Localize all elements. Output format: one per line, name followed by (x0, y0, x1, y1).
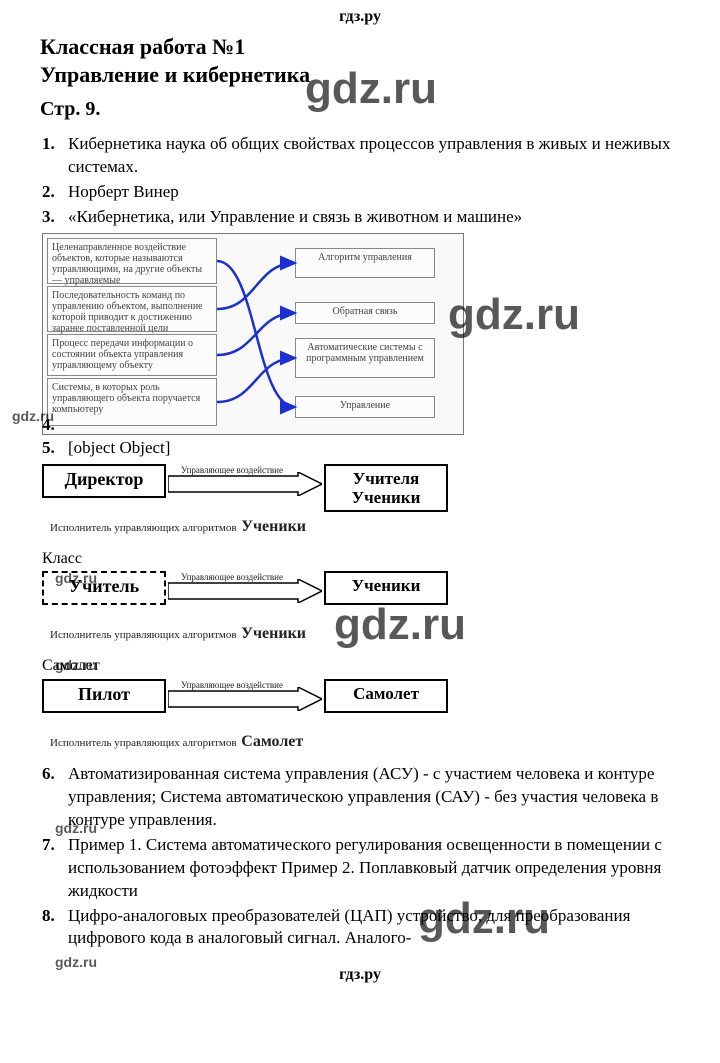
page: гдз.ру Классная работа №1 Управление и к… (0, 0, 720, 1014)
site-footer: гдз.ру (40, 966, 680, 984)
answer-num: 8. (42, 905, 55, 928)
answer-num: 1. (42, 133, 55, 156)
q5-right-box: Самолет (324, 679, 448, 713)
answer-text: Кибернетика наука об общих свойствах про… (68, 134, 670, 176)
q5-heading: Самолет (42, 655, 680, 677)
page-ref: Стр. 9. (40, 98, 680, 121)
q5-arrow-label: Управляющее воздействие (172, 681, 292, 690)
answer-4: Целенаправленное воздействие объектов, к… (68, 233, 680, 435)
site-header: гдз.ру (40, 8, 680, 26)
q5-left-box: Учитель (42, 571, 166, 605)
answer-5: 5. [object Object] Директор Управляющее … (68, 437, 680, 757)
answer-6: 6. Автоматизированная система управления… (68, 763, 680, 832)
q4-left-box: Целенаправленное воздействие объектов, к… (47, 238, 217, 284)
answers-list: 1. Кибернетика наука об общих свойствах … (40, 133, 680, 950)
answer-text: Цифро-аналоговых преобразователей (ЦАП) … (68, 906, 630, 948)
q4-left-box: Последовательность команд по управлению … (47, 286, 217, 332)
q5-heading: Класс (42, 548, 680, 570)
q5-diagram-school: Директор Управляющее воздействие Учителя… (42, 464, 680, 542)
q4-right-box: Автоматические системы с программным упр… (295, 338, 435, 378)
answer-text: Автоматизированная система управления (А… (68, 764, 658, 829)
answer-text: Пример 1. Система автоматического регули… (68, 835, 662, 900)
q5-caption: Исполнитель управляющих алгоритмов Самол… (50, 731, 303, 753)
answer-2: 2. Норберт Винер (68, 181, 680, 204)
answer-num: 3. (42, 206, 55, 229)
q5-diagram-class: Класс Учитель Управляющее воздействие Уч… (42, 548, 680, 650)
answer-text: Норберт Винер (68, 182, 179, 201)
answer-num: 7. (42, 834, 55, 857)
answer-num: 2. (42, 181, 55, 204)
work-subtitle: Управление и кибернетика (40, 62, 680, 88)
answer-8: 8. Цифро-аналоговых преобразователей (ЦА… (68, 905, 680, 951)
q5-caption: Исполнитель управляющих алгоритмов Учени… (50, 516, 306, 538)
answer-3: 3. «Кибернетика, или Управление и связь … (68, 206, 680, 229)
q4-right-box: Управление (295, 396, 435, 418)
q4-left-box: Процесс передачи информации о состоянии … (47, 334, 217, 376)
q5-arrow-label: Управляющее воздействие (172, 573, 292, 582)
q5-diagram-plane: Самолет Пилот Управляющее воздействие Са… (42, 655, 680, 757)
arrow-icon (168, 472, 322, 496)
answer-1: 1. Кибернетика наука об общих свойствах … (68, 133, 680, 179)
q4-right-box: Обратная связь (295, 302, 435, 324)
q5-right-box: Ученики (324, 571, 448, 605)
arrow-icon (168, 579, 322, 603)
q5-left-box: Пилот (42, 679, 166, 713)
arrow-icon (168, 687, 322, 711)
q4-left-box: Системы, в которых роль управляющего объ… (47, 378, 217, 426)
answer-num: 6. (42, 763, 55, 786)
q4-matching-diagram: Целенаправленное воздействие объектов, к… (42, 233, 464, 435)
q5-left-box: Директор (42, 464, 166, 498)
answer-num: 5. (42, 437, 55, 460)
q5-arrow-label: Управляющее воздействие (172, 466, 292, 475)
work-title: Классная работа №1 (40, 34, 680, 60)
answer-num: 4. (42, 414, 55, 437)
answer-text: «Кибернетика, или Управление и связь в ж… (68, 207, 522, 226)
q5-caption: Исполнитель управляющих алгоритмов Учени… (50, 623, 306, 645)
q4-right-box: Алгоритм управления (295, 248, 435, 278)
answer-text: [object Object] (68, 438, 170, 457)
answer-7: 7. Пример 1. Система автоматического рег… (68, 834, 680, 903)
q5-right-box: УчителяУченики (324, 464, 448, 512)
